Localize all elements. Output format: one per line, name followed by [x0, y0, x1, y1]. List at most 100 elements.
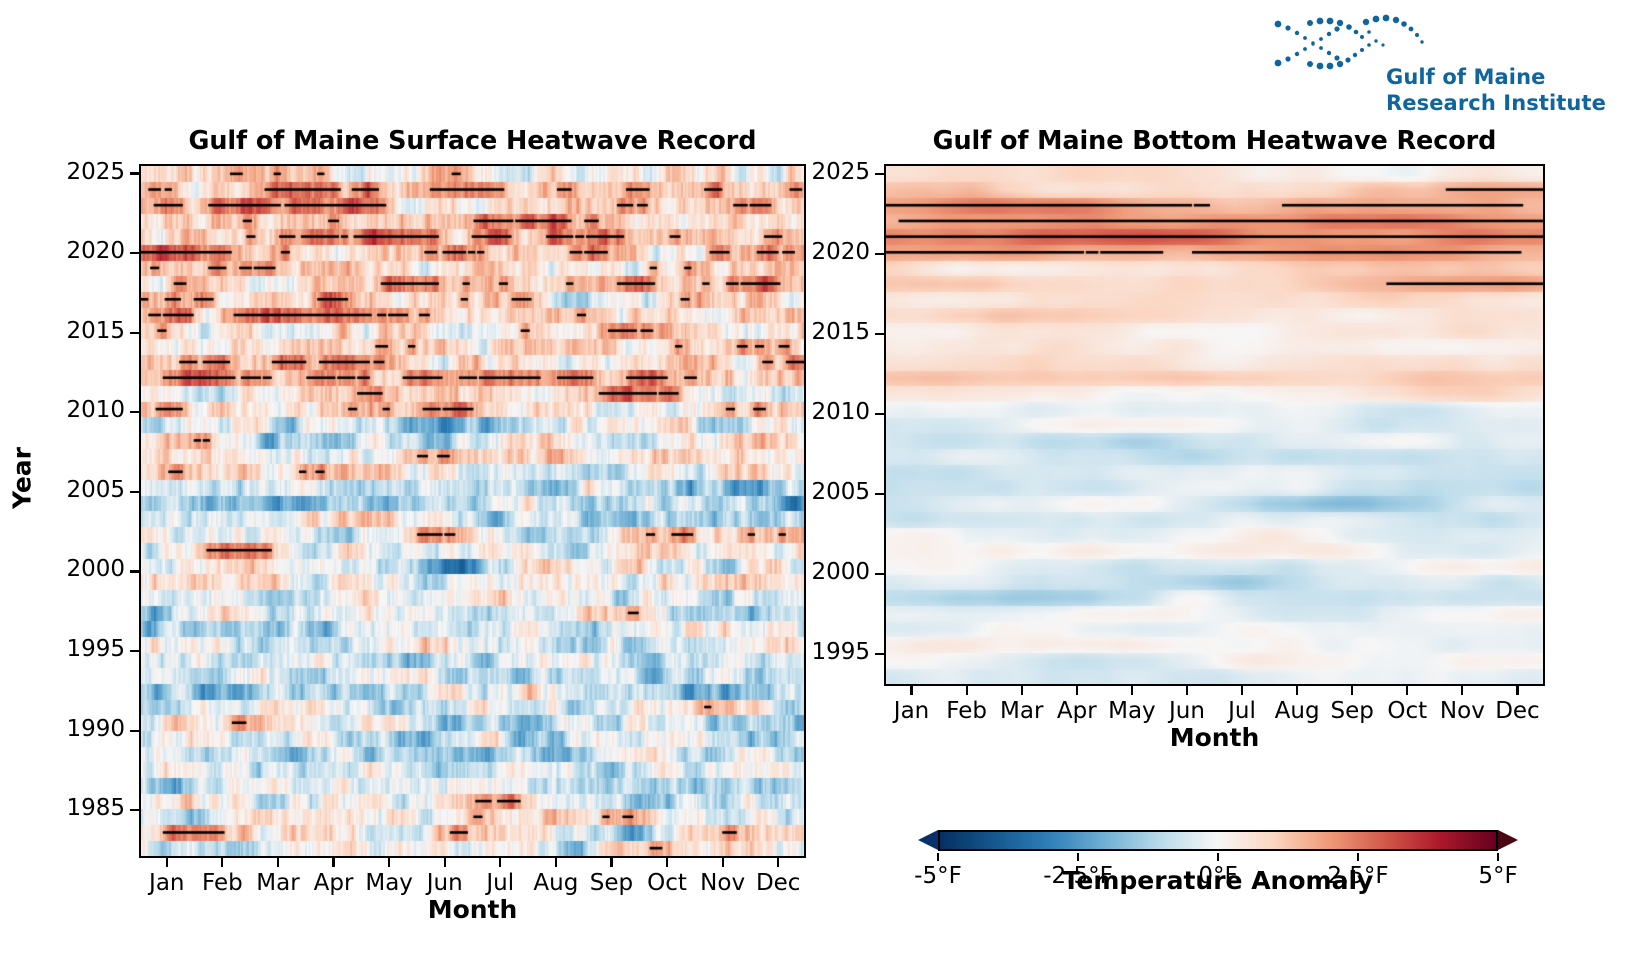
x-tick-dec: [777, 858, 780, 867]
colorbar-tick-0: [936, 853, 940, 861]
colorbar: -5°F -2.5°F 0°F 2.5°F 5°F: [914, 827, 1518, 889]
x-tick-dec: [1516, 686, 1519, 695]
x-tick-oct: [665, 858, 669, 867]
colorbar-tick-label-1: -2.5°F: [1043, 863, 1113, 889]
x-tick-label-jun: Jun: [1168, 698, 1205, 724]
y-tick-1990: [130, 729, 139, 732]
x-tick-label-sep: Sep: [1330, 698, 1374, 724]
x-tick-label-dec: Dec: [1495, 698, 1540, 724]
y-tick-2000: [130, 570, 139, 573]
x-tick-label-oct: Oct: [647, 870, 687, 896]
y-tick-label-2020: 2020: [66, 238, 125, 265]
x-tick-jul: [1240, 686, 1244, 695]
x-tick-jun: [1185, 686, 1189, 695]
y-tick-2015: [130, 331, 139, 334]
colorbar-gradient-body: [938, 829, 1498, 851]
y-tick-label-1995: 1995: [66, 636, 125, 663]
x-tick-label-oct: Oct: [1387, 698, 1428, 724]
y-tick-label-2025: 2025: [66, 158, 125, 185]
y-tick-label-2005: 2005: [66, 476, 125, 503]
colorbar-tick-label-3: 2.5°F: [1327, 863, 1389, 889]
x-tick-label-jan: Jan: [149, 870, 185, 896]
x-tick-may: [1130, 686, 1133, 695]
y-tick-label-2020: 2020: [811, 238, 870, 265]
x-tick-label-aug: Aug: [1274, 698, 1320, 724]
x-tick-label-mar: Mar: [256, 870, 300, 896]
logo-line-2: Research Institute: [1386, 91, 1606, 115]
x-tick-label-aug: Aug: [533, 870, 579, 896]
colorbar-title: Temperature Anomaly: [1062, 866, 1374, 895]
bottom-heatmap-canvas: [886, 166, 1543, 684]
x-tick-jan: [165, 858, 168, 867]
surface-y-axis-label: Year: [7, 447, 37, 509]
y-tick-2010: [130, 411, 139, 414]
x-tick-sep: [1351, 686, 1354, 695]
y-tick-2020: [130, 252, 139, 255]
surface-heatmap-canvas: [141, 166, 804, 856]
y-tick-label-2025: 2025: [811, 158, 870, 185]
y-tick-2020: [875, 252, 884, 255]
bottom-x-axis-label: Month: [1169, 723, 1260, 752]
x-tick-label-sep: Sep: [589, 870, 634, 896]
colorbar-extend-max-arrow-icon: [1498, 829, 1518, 850]
x-tick-jul: [499, 858, 502, 867]
y-tick-label-2000: 2000: [66, 556, 125, 583]
logo-line-1: Gulf of Maine: [1386, 65, 1546, 89]
x-tick-label-may: May: [365, 870, 413, 896]
surface-heatmap-plot: [139, 164, 806, 858]
x-tick-label-jun: Jun: [426, 870, 463, 896]
x-tick-nov: [1461, 686, 1464, 695]
gmri-logo: Gulf of Maine Research Institute: [1262, 14, 1606, 115]
x-tick-label-apr: Apr: [313, 870, 354, 896]
y-tick-label-2010: 2010: [811, 398, 870, 425]
y-tick-label-2000: 2000: [811, 558, 870, 585]
colorbar-extend-min-arrow-icon: [918, 829, 938, 850]
x-tick-label-nov: Nov: [700, 870, 746, 896]
x-tick-label-apr: Apr: [1056, 698, 1097, 724]
colorbar-tick-2: [1216, 853, 1220, 861]
y-tick-2005: [130, 490, 139, 493]
y-tick-label-1990: 1990: [66, 715, 125, 742]
y-tick-2005: [875, 492, 884, 495]
colorbar-gradient: [940, 831, 1496, 849]
x-tick-label-dec: Dec: [755, 870, 801, 896]
x-tick-feb: [221, 858, 224, 867]
x-tick-feb: [965, 686, 968, 695]
x-tick-mar: [1020, 686, 1023, 695]
y-tick-label-2015: 2015: [811, 318, 870, 345]
x-tick-label-feb: Feb: [202, 870, 243, 896]
colorbar-tick-label-2: 0°F: [1198, 863, 1238, 889]
y-tick-2025: [875, 172, 884, 175]
y-tick-2010: [875, 412, 884, 415]
x-tick-sep: [610, 858, 613, 867]
y-tick-2025: [130, 172, 139, 175]
y-tick-2000: [875, 572, 884, 575]
bottom-heatmap-plot: [884, 164, 1545, 686]
colorbar-tick-3: [1356, 853, 1360, 861]
x-tick-aug: [554, 858, 557, 867]
x-tick-label-jul: Jul: [486, 870, 515, 896]
y-tick-label-2015: 2015: [66, 317, 125, 344]
x-tick-label-mar: Mar: [1000, 698, 1044, 724]
colorbar-tick-4: [1496, 853, 1500, 861]
x-tick-label-jul: Jul: [1228, 698, 1256, 724]
y-tick-1995: [875, 652, 884, 656]
colorbar-tick-1: [1076, 853, 1080, 861]
bottom-panel-title: Gulf of Maine Bottom Heatwave Record: [932, 126, 1497, 156]
y-tick-2015: [875, 332, 884, 335]
surface-panel-title: Gulf of Maine Surface Heatwave Record: [188, 126, 757, 156]
colorbar-tick-label-0: -5°F: [914, 863, 962, 889]
surface-x-axis-label: Month: [427, 895, 518, 924]
colorbar-tick-label-4: 5°F: [1478, 863, 1518, 889]
x-tick-may: [388, 858, 391, 867]
x-tick-jan: [910, 686, 913, 695]
y-tick-label-2010: 2010: [66, 397, 125, 424]
x-tick-mar: [276, 858, 280, 867]
x-tick-label-nov: Nov: [1439, 698, 1485, 724]
y-tick-label-2005: 2005: [811, 478, 870, 505]
x-tick-jun: [443, 858, 446, 867]
gmri-dots-logo-icon: [1274, 14, 1424, 70]
y-tick-label-1995: 1995: [811, 638, 870, 665]
y-tick-1985: [130, 809, 139, 812]
x-tick-label-jan: Jan: [893, 698, 930, 724]
